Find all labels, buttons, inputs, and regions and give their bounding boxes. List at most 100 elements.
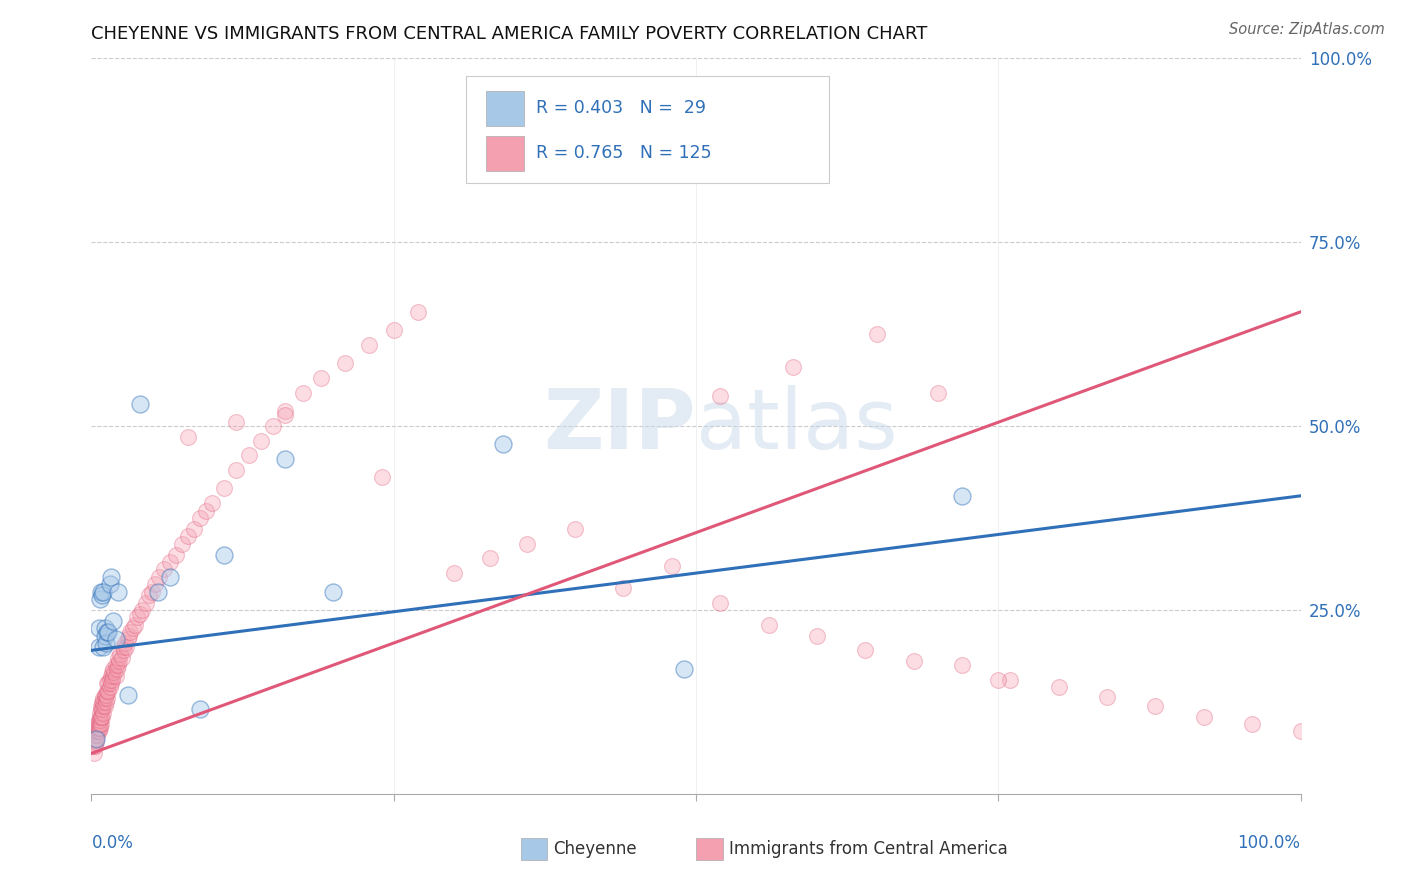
Point (322, 584, 344, 599)
Point (145, 577, 167, 591)
Point (94, 695, 117, 709)
Point (177, 430, 200, 444)
Point (108, 655, 131, 669)
Point (1047, 680, 1070, 694)
Point (93, 691, 115, 706)
Point (127, 610, 149, 624)
Point (93, 698, 115, 713)
Text: atlas: atlas (696, 385, 897, 467)
Point (93, 691, 115, 706)
Point (87, 714, 110, 728)
Point (131, 603, 153, 617)
Point (90, 702, 112, 716)
Point (90, 717, 112, 731)
Point (91, 702, 114, 716)
Point (105, 662, 128, 676)
Point (110, 647, 132, 661)
Point (93, 629, 115, 643)
Point (214, 548, 236, 562)
Point (115, 640, 138, 654)
Point (406, 305, 429, 319)
Point (1289, 724, 1312, 739)
Text: Immigrants from Central America: Immigrants from Central America (728, 840, 1007, 858)
Point (120, 624, 142, 639)
FancyBboxPatch shape (485, 91, 524, 126)
Point (84, 728, 107, 742)
Point (101, 669, 124, 683)
Point (853, 643, 876, 657)
Point (141, 584, 163, 599)
Point (274, 404, 297, 418)
Point (214, 482, 236, 496)
Point (87, 640, 110, 654)
Point (94, 688, 117, 702)
Point (291, 385, 314, 400)
Point (159, 570, 181, 584)
Point (91, 709, 114, 723)
Point (950, 658, 973, 673)
Point (89, 717, 111, 731)
Point (135, 596, 157, 610)
Point (165, 548, 187, 562)
Point (93, 584, 115, 599)
Point (96, 683, 118, 698)
Point (188, 511, 211, 525)
Point (177, 529, 200, 543)
Point (479, 551, 502, 566)
Point (89, 714, 111, 728)
Point (114, 636, 136, 650)
Point (84, 731, 107, 746)
Point (564, 522, 586, 536)
Point (111, 650, 132, 665)
Point (89, 709, 111, 723)
Point (96, 676, 118, 690)
Point (111, 640, 134, 654)
Text: 0.0%: 0.0% (91, 834, 134, 853)
Point (89, 591, 111, 606)
Point (83, 739, 105, 753)
Point (86, 724, 108, 739)
Point (96, 624, 118, 639)
Point (1241, 717, 1264, 731)
Point (806, 629, 828, 643)
Point (516, 536, 538, 550)
Point (90, 709, 112, 723)
Text: CHEYENNE VS IMMIGRANTS FROM CENTRAL AMERICA FAMILY POVERTY CORRELATION CHART: CHEYENNE VS IMMIGRANTS FROM CENTRAL AMER… (91, 25, 928, 43)
Point (866, 326, 889, 341)
Point (709, 389, 731, 403)
Point (1144, 698, 1167, 713)
Text: ZIP: ZIP (544, 385, 696, 467)
Point (382, 323, 405, 337)
Point (758, 617, 780, 632)
Point (98, 577, 121, 591)
Text: R = 0.765   N = 125: R = 0.765 N = 125 (536, 145, 711, 162)
Point (107, 650, 129, 665)
Point (86, 721, 108, 735)
Point (121, 621, 143, 635)
Point (128, 397, 150, 411)
Point (104, 632, 127, 647)
Point (107, 584, 129, 599)
Point (84, 735, 107, 749)
Point (90, 698, 112, 713)
Point (101, 662, 124, 676)
Point (138, 588, 160, 602)
Point (97, 683, 120, 698)
Point (112, 643, 135, 657)
Point (782, 359, 804, 375)
Point (89, 721, 111, 735)
Point (335, 356, 357, 370)
Point (1095, 690, 1118, 704)
FancyBboxPatch shape (696, 838, 723, 860)
Point (101, 673, 124, 687)
Point (90, 584, 112, 599)
Point (172, 536, 194, 550)
Text: R = 0.403   N =  29: R = 0.403 N = 29 (536, 99, 706, 118)
Point (104, 669, 127, 683)
Point (91, 695, 114, 709)
Point (84, 731, 107, 746)
Point (84, 739, 107, 753)
Point (93, 698, 115, 713)
Point (443, 566, 465, 581)
Point (98, 673, 121, 687)
